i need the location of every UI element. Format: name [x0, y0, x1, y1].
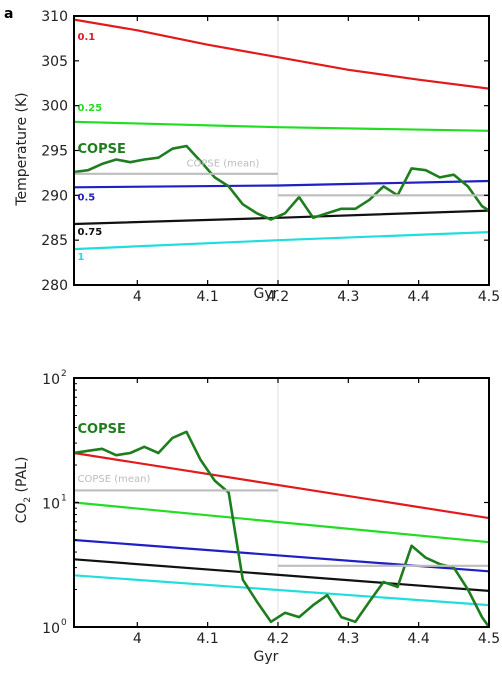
co2-y-axis-title-suffix: (PAL)	[14, 457, 30, 497]
co2-y-tick-exponent: 0	[61, 618, 67, 628]
co2-x-tick-label: 4.1	[197, 631, 219, 647]
co2-label-copse-mean: COPSE (mean)	[78, 474, 151, 485]
temperature-series-0-75-line	[74, 209, 489, 226]
temperature-series-0-5-line	[74, 179, 489, 189]
co2-x-axis-title: Gyr	[254, 649, 279, 665]
co2-y-axis-title-subscript: 2	[23, 497, 33, 503]
temperature-label-0-25: 0.25	[78, 103, 103, 114]
temperature-label-1: 1	[78, 252, 85, 263]
temperature-series-0-25-line	[74, 120, 489, 132]
temperature-x-tick-label: 4.3	[337, 289, 359, 305]
temperature-y-tick-label: 300	[41, 99, 68, 115]
temperature-plot-frame	[73, 15, 490, 286]
temperature-label-0-1: 0.1	[78, 32, 96, 43]
temperature-label-copse-mean: COPSE (mean)	[187, 159, 260, 170]
temperature-series-copse-line	[74, 144, 489, 221]
co2-y-tick-exponent: 1	[61, 494, 67, 504]
temperature-x-tick-label: 4.1	[197, 289, 219, 305]
co2-label-copse: COPSE	[78, 422, 126, 437]
temperature-y-tick-label: 285	[41, 233, 68, 249]
temperature-x-tick-label: 4	[133, 289, 142, 305]
temperature-label-0-75: 0.75	[78, 227, 103, 238]
temperature-series-0-1-line	[74, 18, 489, 90]
temperature-series-1-line	[74, 231, 489, 251]
temperature-x-tick-label: 4.2	[267, 289, 289, 305]
co2-y-tick-label: 10	[42, 497, 60, 513]
co2-y-tick-label: 10	[42, 621, 60, 637]
co2-x-tick-label: 4.4	[408, 631, 430, 647]
co2-series-0-1-line	[74, 451, 489, 520]
co2-x-tick-label: 4.3	[337, 631, 359, 647]
temperature-y-tick-label: 295	[41, 144, 68, 160]
temperature-x-tick-label: 4.5	[478, 289, 500, 305]
co2-x-tick-label: 4.5	[478, 631, 500, 647]
temperature-y-tick-label: 280	[41, 278, 68, 294]
temperature-label-copse: COPSE	[78, 142, 126, 157]
panel-label-a: a	[4, 6, 13, 22]
temperature-x-axis-title: Gyr	[254, 286, 279, 302]
temperature-y-tick-label: 310	[41, 9, 68, 25]
co2-y-tick-label: 10	[42, 372, 60, 388]
co2-y-axis-title-base: CO	[14, 503, 30, 524]
temperature-y-tick-label: 290	[41, 188, 68, 204]
co2-series-0-75-line	[74, 558, 489, 593]
co2-series-1-line	[74, 574, 489, 607]
temperature-chart: 0.1 0.25 COPSE COPSE (mean) 0.5 0.75 1 4 4.1 4.2…	[14, 9, 500, 305]
co2-y-tick-exponent: 2	[61, 369, 67, 379]
co2-x-tick-label: 4	[133, 631, 142, 647]
co2-y-axis-title: CO2 (PAL)	[14, 457, 33, 524]
co2-series-0-25-line	[74, 501, 489, 544]
temperature-y-tick-label: 305	[41, 54, 68, 70]
temperature-x-tick-label: 4.4	[408, 289, 430, 305]
co2-series-copse-line	[74, 430, 489, 627]
temperature-label-0-5: 0.5	[78, 193, 96, 204]
co2-x-tick-label: 4.2	[267, 631, 289, 647]
temperature-y-axis-title: Temperature (K)	[14, 92, 30, 206]
